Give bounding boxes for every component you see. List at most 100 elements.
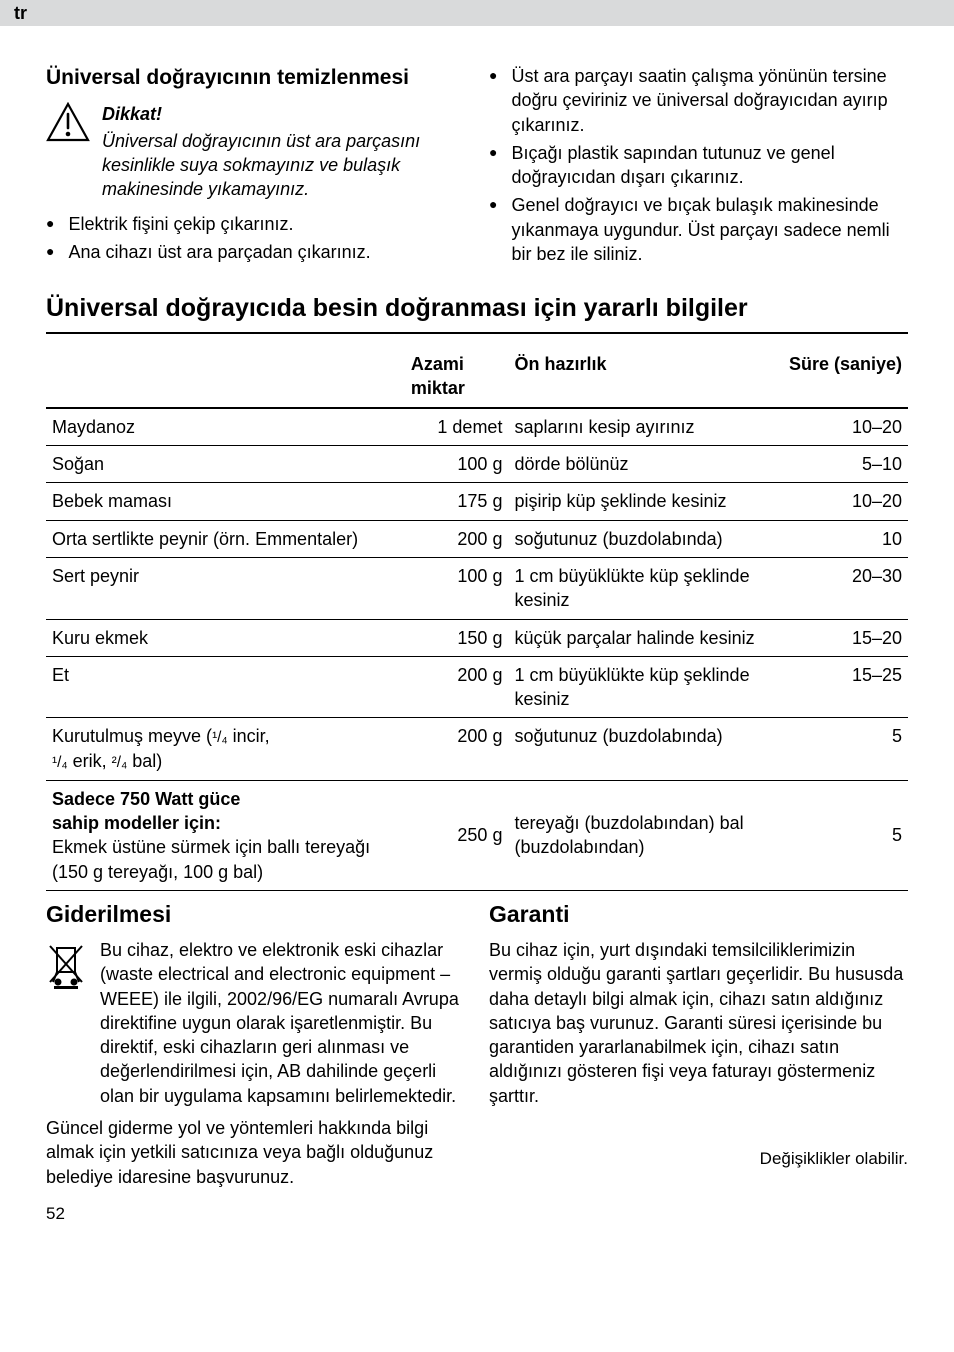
cell-qty: 250 g bbox=[405, 780, 509, 890]
cell-qty: 100 g bbox=[405, 557, 509, 619]
cell-prep: 1 cm büyüklükte küp şeklinde kesiniz bbox=[508, 557, 782, 619]
right-bullet-list: Üst ara parçayı saatin çalışma yönünün t… bbox=[489, 64, 908, 266]
fruit-prefix: Kurutulmuş meyve ( bbox=[52, 726, 212, 746]
warranty-heading: Garanti bbox=[489, 899, 908, 930]
top-columns: Üniversal doğrayıcının temizlenmesi Dikk… bbox=[46, 50, 908, 270]
table-row: Maydanoz 1 demet saplarını kesip ayırını… bbox=[46, 408, 908, 446]
footer-section: Giderilmesi bbox=[46, 899, 908, 1189]
warning-title: Dikkat! bbox=[102, 102, 465, 126]
cell-qty: 100 g bbox=[405, 446, 509, 483]
cell-qty: 200 g bbox=[405, 718, 509, 780]
fruit-part-a: incir, bbox=[233, 726, 270, 746]
cell-prep: 1 cm büyüklükte küp şeklinde kesiniz bbox=[508, 656, 782, 718]
bullet-text: Üst ara parçayı saatin çalışma yönünün t… bbox=[511, 64, 908, 137]
cell-time: 5–10 bbox=[783, 446, 908, 483]
cell-food: Et bbox=[46, 656, 405, 718]
list-item: Elektrik fişini çekip çıkarınız. bbox=[46, 212, 465, 236]
cell-qty: 1 demet bbox=[405, 408, 509, 446]
left-bullet-list: Elektrik fişini çekip çıkarınız. Ana cih… bbox=[46, 212, 465, 265]
bullet-text: Elektrik fişini çekip çıkarınız. bbox=[68, 212, 293, 236]
cell-time: 15–20 bbox=[783, 619, 908, 656]
changes-note: Değişiklikler olabilir. bbox=[489, 1148, 908, 1171]
fraction: ¹/₄ bbox=[212, 729, 228, 746]
cell-prep: tereyağı (buzdolabından) bal (buzdolabın… bbox=[508, 780, 782, 890]
cleaning-heading: Üniversal doğrayıcının temizlenmesi bbox=[46, 64, 465, 92]
col-qty: Azami miktar bbox=[405, 346, 509, 408]
list-item: Genel doğrayıcı ve bıçak bulaşık makines… bbox=[489, 193, 908, 266]
table-row: Et 200 g 1 cm büyüklükte küp şeklinde ke… bbox=[46, 656, 908, 718]
weee-icon: import bbox=[46, 942, 86, 1108]
cell-time: 5 bbox=[783, 780, 908, 890]
cell-prep: soğutunuz (buzdolabında) bbox=[508, 718, 782, 780]
cell-prep: küçük parçalar halinde kesiniz bbox=[508, 619, 782, 656]
cell-time: 20–30 bbox=[783, 557, 908, 619]
cell-time: 5 bbox=[783, 718, 908, 780]
table-row: Sadece 750 Watt güce sahip modeller için… bbox=[46, 780, 908, 890]
table-row: Soğan 100 g dörde bölünüz 5–10 bbox=[46, 446, 908, 483]
list-item: Ana cihazı üst ara parçadan çıkarınız. bbox=[46, 240, 465, 264]
col-prep: Ön hazırlık bbox=[508, 346, 782, 408]
top-right-column: Üst ara parçayı saatin çalışma yönünün t… bbox=[489, 50, 908, 270]
warning-icon bbox=[46, 102, 90, 201]
cell-food: Kuru ekmek bbox=[46, 619, 405, 656]
col-qty-label: Azami miktar bbox=[411, 354, 465, 398]
warranty-column: Garanti Bu cihaz için, yurt dışındaki te… bbox=[489, 899, 908, 1189]
table-header-row: Azami miktar Ön hazırlık Süre (saniye) bbox=[46, 346, 908, 408]
cell-qty: 200 g bbox=[405, 656, 509, 718]
top-left-column: Üniversal doğrayıcının temizlenmesi Dikk… bbox=[46, 50, 465, 270]
col-time: Süre (saniye) bbox=[783, 346, 908, 408]
col-food bbox=[46, 346, 405, 408]
bullet-text: Ana cihazı üst ara parçadan çıkarınız. bbox=[68, 240, 370, 264]
page-number: 52 bbox=[46, 1203, 908, 1226]
disposal-column: Giderilmesi bbox=[46, 899, 465, 1189]
warning-block: Dikkat! Üniversal doğrayıcının üst ara p… bbox=[46, 102, 465, 201]
cell-time: 15–25 bbox=[783, 656, 908, 718]
warning-paragraph: Üniversal doğrayıcının üst ara parçasını… bbox=[102, 129, 465, 202]
language-code: tr bbox=[14, 1, 27, 25]
power-line-2: sahip modeller için: bbox=[52, 811, 399, 835]
table-row: Sert peynir 100 g 1 cm büyüklükte küp şe… bbox=[46, 557, 908, 619]
fraction: ¹/₄ bbox=[52, 754, 68, 771]
warning-text: Dikkat! Üniversal doğrayıcının üst ara p… bbox=[102, 102, 465, 201]
list-item: Bıçağı plastik sapından tutunuz ve genel… bbox=[489, 141, 908, 190]
page-body: Üniversal doğrayıcının temizlenmesi Dikk… bbox=[0, 26, 954, 1256]
cell-qty: 200 g bbox=[405, 520, 509, 557]
disposal-para1: Bu cihaz, elektro ve elektronik eski cih… bbox=[100, 938, 465, 1108]
cell-food: Orta sertlikte peynir (örn. Emmentaler) bbox=[46, 520, 405, 557]
fruit-part-b: erik, bbox=[73, 751, 112, 771]
warranty-para: Bu cihaz için, yurt dışındaki temsilcili… bbox=[489, 938, 908, 1108]
cell-time: 10–20 bbox=[783, 483, 908, 520]
cell-time: 10 bbox=[783, 520, 908, 557]
cell-food: Bebek maması bbox=[46, 483, 405, 520]
table-row: Bebek maması 175 g pişirip küp şeklinde … bbox=[46, 483, 908, 520]
cell-food: Sert peynir bbox=[46, 557, 405, 619]
power-line-3: Ekmek üstüne sürmek için ballı tereyağı … bbox=[52, 835, 399, 884]
table-row: Kurutulmuş meyve (¹/₄ incir, ¹/₄ erik, ²… bbox=[46, 718, 908, 780]
language-header: tr bbox=[0, 0, 954, 26]
cell-food: Maydanoz bbox=[46, 408, 405, 446]
disposal-heading: Giderilmesi bbox=[46, 899, 465, 930]
footer-columns: Giderilmesi bbox=[46, 899, 908, 1189]
cell-prep: dörde bölünüz bbox=[508, 446, 782, 483]
power-line-1: Sadece 750 Watt güce bbox=[52, 787, 399, 811]
bullet-text: Genel doğrayıcı ve bıçak bulaşık makines… bbox=[511, 193, 908, 266]
fruit-part-c: bal) bbox=[132, 751, 162, 771]
cell-time: 10–20 bbox=[783, 408, 908, 446]
table-heading: Üniversal doğrayıcıda besin doğranması i… bbox=[46, 292, 908, 334]
cell-food: Kurutulmuş meyve (¹/₄ incir, ¹/₄ erik, ²… bbox=[46, 718, 405, 780]
cell-food: Soğan bbox=[46, 446, 405, 483]
cell-prep: saplarını kesip ayırınız bbox=[508, 408, 782, 446]
cell-qty: 150 g bbox=[405, 619, 509, 656]
disposal-para2: Güncel giderme yol ve yöntemleri hakkınd… bbox=[46, 1116, 465, 1189]
table-row: Orta sertlikte peynir (örn. Emmentaler) … bbox=[46, 520, 908, 557]
cell-qty: 175 g bbox=[405, 483, 509, 520]
cell-prep: pişirip küp şeklinde kesiniz bbox=[508, 483, 782, 520]
disposal-row: import Bu cihaz, elektro ve elektronik e… bbox=[46, 938, 465, 1108]
food-table: Azami miktar Ön hazırlık Süre (saniye) M… bbox=[46, 346, 908, 891]
list-item: Üst ara parçayı saatin çalışma yönünün t… bbox=[489, 64, 908, 137]
table-row: Kuru ekmek 150 g küçük parçalar halinde … bbox=[46, 619, 908, 656]
fraction: ²/₄ bbox=[112, 754, 128, 771]
cell-food: Sadece 750 Watt güce sahip modeller için… bbox=[46, 780, 405, 890]
cell-prep: soğutunuz (buzdolabında) bbox=[508, 520, 782, 557]
bullet-text: Bıçağı plastik sapından tutunuz ve genel… bbox=[511, 141, 908, 190]
